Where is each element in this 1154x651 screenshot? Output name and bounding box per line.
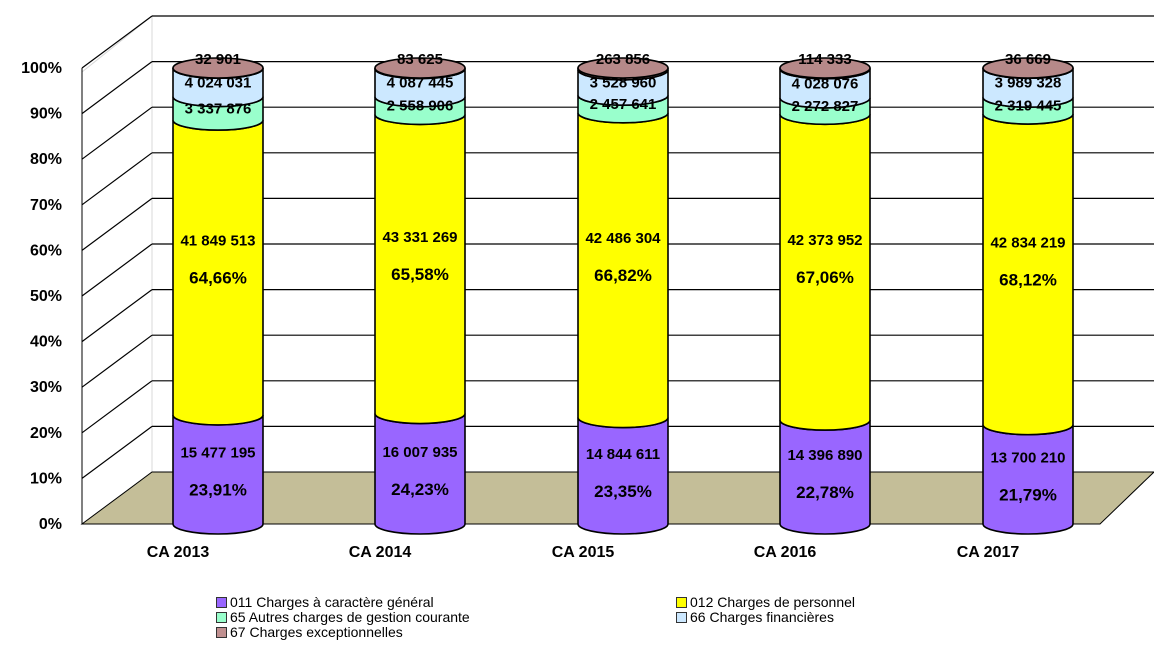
data-label-value: 14 396 890 <box>787 447 862 464</box>
data-label-value: 2 272 827 <box>792 98 859 115</box>
data-label-value: 114 333 <box>798 51 851 68</box>
x-tick-label: CA 2016 <box>754 544 817 561</box>
legend-label: 66 Charges financières <box>690 609 834 625</box>
data-label-value: 13 700 210 <box>990 449 1065 466</box>
gridline-side <box>81 197 153 251</box>
legend-swatch <box>216 611 227 623</box>
y-tick-label: 10% <box>30 470 62 487</box>
bar-segment <box>779 419 871 535</box>
y-tick-label: 0% <box>39 516 62 533</box>
legend-swatch <box>216 626 227 638</box>
gridline-side <box>81 334 153 388</box>
data-label-value: 2 558 906 <box>387 98 454 115</box>
data-label-value: 43 331 269 <box>382 229 457 246</box>
gridline-side <box>81 106 153 160</box>
data-label-value: 32 901 <box>195 51 241 68</box>
legend-item: 65 Autres charges de gestion courante <box>216 609 470 625</box>
y-tick-label: 100% <box>21 60 62 77</box>
bar-top-cap <box>577 57 669 79</box>
data-label-percent: 21,79% <box>999 485 1057 504</box>
legend-swatch <box>676 611 687 623</box>
gridline-side <box>81 243 153 297</box>
gridline-side <box>81 15 153 69</box>
legend-swatch <box>216 596 227 608</box>
x-tick-label: CA 2017 <box>957 544 1020 561</box>
legend-label: 65 Autres charges de gestion courante <box>230 609 470 625</box>
data-label-value: 4 024 031 <box>185 74 252 91</box>
legend-item: 66 Charges financières <box>676 609 834 625</box>
data-label-value: 83 625 <box>397 51 443 68</box>
data-label-value: 42 486 304 <box>585 230 661 247</box>
bar-segment <box>172 414 264 535</box>
legend-item: 011 Charges à caractère général <box>216 594 434 610</box>
y-tick-label: 40% <box>30 334 62 351</box>
data-label-value: 36 669 <box>1005 51 1051 68</box>
gridline-side <box>81 289 153 343</box>
gridline-side <box>81 380 153 434</box>
data-label-value: 42 834 219 <box>990 234 1065 251</box>
bar-top-cap <box>374 57 466 79</box>
legend-label: 67 Charges exceptionnelles <box>230 624 403 640</box>
bar-top-cap <box>982 57 1074 79</box>
bar-top-cap <box>779 57 871 79</box>
data-label-percent: 23,35% <box>594 482 652 501</box>
y-tick-label: 60% <box>30 242 62 259</box>
y-tick-label: 20% <box>30 425 62 442</box>
data-label-value: 15 477 195 <box>180 444 255 461</box>
legend-item: 67 Charges exceptionnelles <box>216 624 403 640</box>
x-tick-label: CA 2014 <box>349 544 412 561</box>
data-label-percent: 67,06% <box>796 268 854 287</box>
data-label-value: 3 989 328 <box>995 75 1062 92</box>
data-label-percent: 64,66% <box>189 269 247 288</box>
gridline-side <box>81 152 153 206</box>
data-label-percent: 68,12% <box>999 270 1057 289</box>
x-tick-label: CA 2013 <box>147 544 210 561</box>
legend-item: 012 Charges de personnel <box>676 594 855 610</box>
data-label-value: 4 087 445 <box>387 75 454 92</box>
gridline-side <box>81 61 153 115</box>
legend-label: 011 Charges à caractère général <box>230 594 434 610</box>
data-label-percent: 22,78% <box>796 483 854 502</box>
y-tick-label: 70% <box>30 197 62 214</box>
y-tick-label: 30% <box>30 379 62 396</box>
data-label-value: 2 319 445 <box>995 98 1062 115</box>
data-label-value: 263 856 <box>596 51 650 68</box>
data-label-percent: 66,82% <box>594 266 652 285</box>
x-tick-label: CA 2015 <box>552 544 615 561</box>
legend-swatch <box>676 596 687 608</box>
data-label-percent: 24,23% <box>391 480 449 499</box>
data-label-value: 42 373 952 <box>787 232 862 249</box>
bar-segment <box>577 417 669 535</box>
data-label-value: 14 844 611 <box>586 446 660 463</box>
data-label-percent: 65,58% <box>391 265 449 284</box>
bar-top-cap <box>172 57 264 79</box>
data-label-value: 41 849 513 <box>180 233 255 250</box>
data-label-value: 4 028 076 <box>792 75 859 92</box>
legend-label: 012 Charges de personnel <box>690 594 856 610</box>
data-label-percent: 23,91% <box>189 480 247 499</box>
y-tick-label: 80% <box>30 151 62 168</box>
data-label-value: 2 457 641 <box>590 96 657 113</box>
data-label-value: 16 007 935 <box>382 444 457 461</box>
y-tick-label: 50% <box>30 288 62 305</box>
data-label-value: 3 337 876 <box>185 100 252 117</box>
bar-segment <box>982 424 1074 535</box>
data-label-value: 3 528 960 <box>590 75 657 92</box>
bar-segment <box>374 413 466 535</box>
y-tick-label: 90% <box>30 106 62 123</box>
gridline-side <box>81 425 153 479</box>
